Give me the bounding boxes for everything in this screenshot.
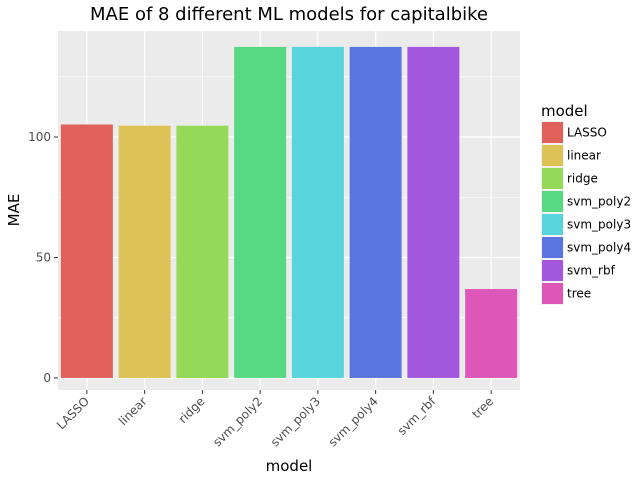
legend-swatch — [542, 145, 563, 166]
legend-swatch — [542, 214, 563, 235]
x-tick-label: svm_poly3 — [268, 394, 323, 449]
x-tick-label: svm_poly2 — [210, 394, 265, 449]
bars — [60, 46, 518, 378]
x-tick-label: svm_rbf — [395, 394, 439, 438]
x-axis: LASSO linear ridge svm_poly2 svm_poly3 svm_po… — [54, 390, 496, 449]
legend-label: svm_poly3 — [567, 218, 631, 232]
bar-svm_rbf — [407, 46, 460, 378]
legend-swatch — [542, 260, 563, 281]
y-tick-label: 100 — [28, 130, 51, 144]
bar-LASSO — [60, 124, 113, 378]
legend-label: svm_poly2 — [567, 195, 631, 209]
legend-label: ridge — [567, 172, 598, 186]
legend-label: LASSO — [567, 126, 607, 140]
chart-title: MAE of 8 different ML models for capital… — [90, 4, 488, 25]
x-tick-label: svm_poly4 — [326, 394, 381, 449]
bar-svm_poly2 — [234, 46, 287, 378]
legend: model LASSO linear ridge svm_poly2 svm_poly3… — [541, 102, 631, 305]
y-axis: 0 50 100 — [28, 130, 58, 385]
legend-swatch — [542, 122, 563, 143]
bar-linear — [118, 125, 171, 378]
x-tick-label: linear — [116, 394, 150, 428]
legend-swatch — [542, 191, 563, 212]
legend-swatch — [542, 237, 563, 258]
legend-swatch — [542, 283, 563, 304]
x-tick-label: tree — [469, 394, 496, 421]
bar-svm_poly4 — [349, 46, 402, 378]
legend-label: svm_rbf — [567, 264, 616, 278]
bar-ridge — [176, 125, 229, 378]
legend-label: svm_poly4 — [567, 241, 631, 255]
x-tick-label: ridge — [176, 394, 208, 426]
legend-label: tree — [567, 287, 591, 301]
x-tick-label: LASSO — [54, 394, 92, 432]
legend-title: model — [541, 102, 588, 120]
y-tick-label: 0 — [43, 371, 51, 385]
y-tick-label: 50 — [36, 250, 51, 264]
y-axis-title: MAE — [5, 194, 23, 227]
x-axis-title: model — [266, 457, 313, 475]
bar-tree — [465, 289, 518, 378]
bar-svm_poly3 — [291, 46, 344, 378]
legend-label: linear — [567, 149, 601, 163]
legend-swatch — [542, 168, 563, 189]
